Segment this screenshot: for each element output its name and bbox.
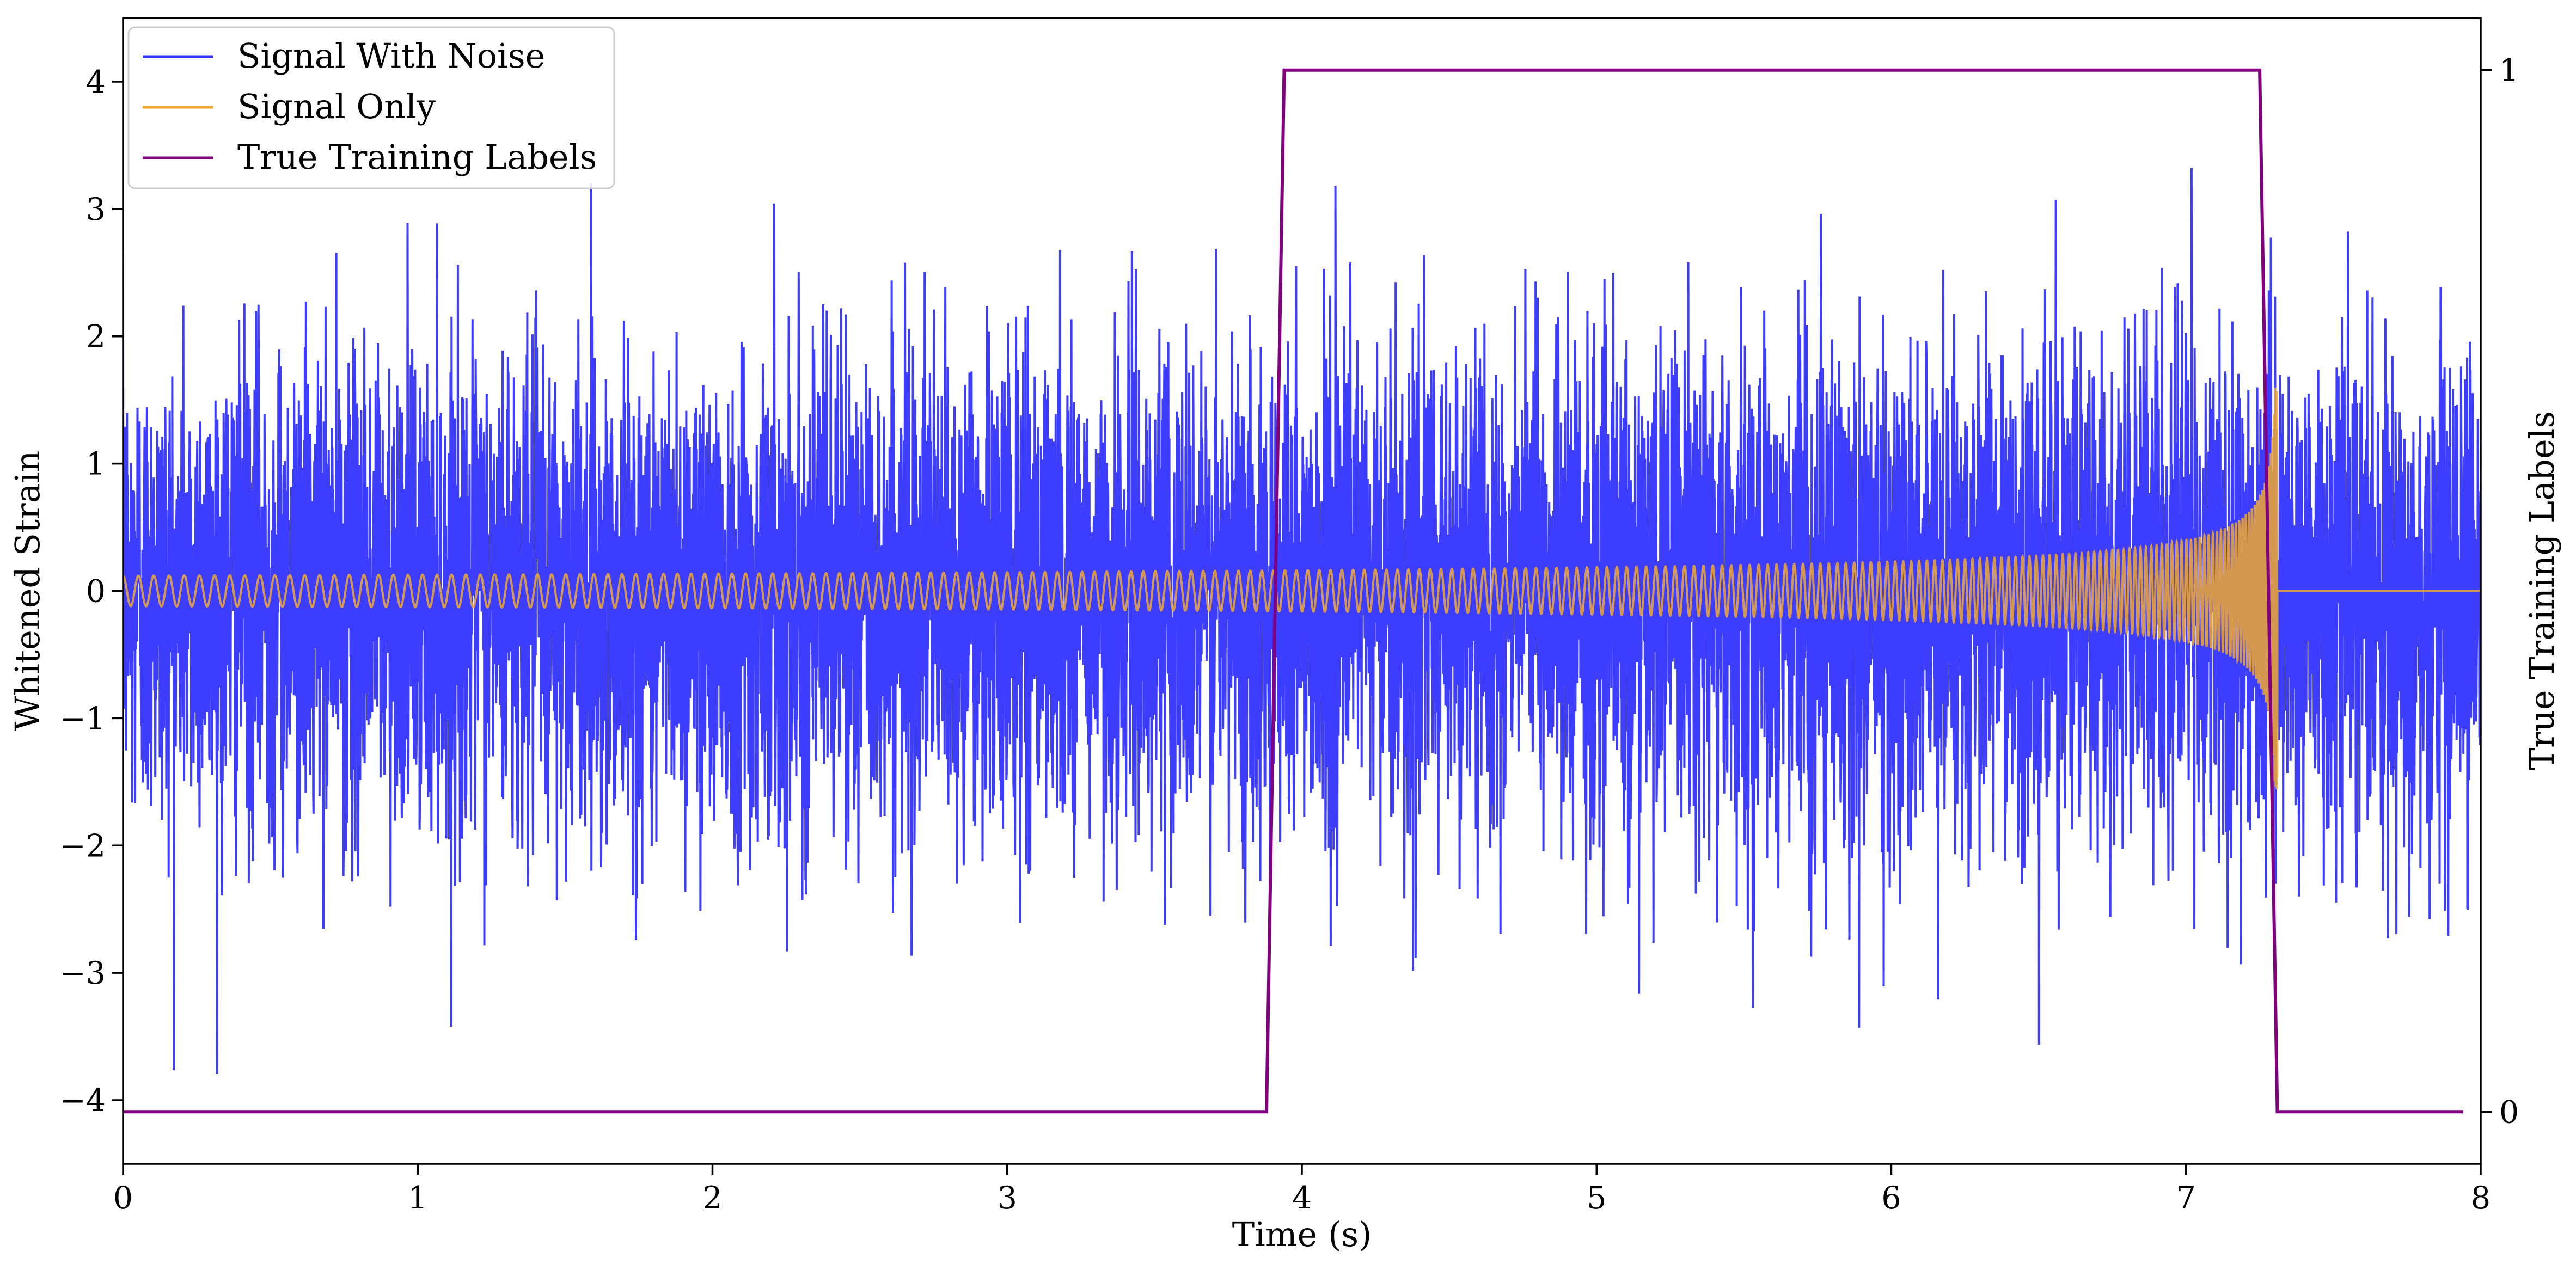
y-axis-label: Whitened Strain xyxy=(8,451,47,731)
legend-label-signal-with-noise: Signal With Noise xyxy=(237,36,545,76)
legend-label-true-training-labels: True Training Labels xyxy=(237,137,597,177)
x-tick-label-6: 6 xyxy=(1881,1180,1901,1216)
x-tick-label-7: 7 xyxy=(2176,1180,2196,1216)
legend: Signal With Noise Signal Only True Train… xyxy=(127,26,615,189)
y2-tick-label-1: 1 xyxy=(2499,53,2519,89)
y2-tick-label-0: 0 xyxy=(2499,1094,2519,1130)
y-tick-label-4: 0 xyxy=(86,574,106,610)
x-tick-label-8: 8 xyxy=(2471,1180,2491,1216)
y-tick-label-1: −3 xyxy=(60,955,106,991)
y-tick-label-5: 1 xyxy=(86,446,106,482)
y-tick-label-7: 3 xyxy=(86,192,106,228)
x-tick-label-0: 0 xyxy=(113,1180,133,1216)
legend-box xyxy=(127,26,615,189)
x-axis: 0 1 2 3 4 5 6 7 8 xyxy=(113,1164,2491,1216)
y-tick-label-0: −4 xyxy=(60,1083,106,1119)
x-tick-label-4: 4 xyxy=(1292,1180,1312,1216)
y-tick-label-3: −1 xyxy=(60,701,106,737)
y-axis-right: 01 xyxy=(2481,53,2519,1130)
y2-axis-label: True Training Labels xyxy=(2522,411,2562,770)
series-signal-only xyxy=(123,387,2481,789)
series-layer xyxy=(123,68,2481,1114)
y-tick-label-2: −2 xyxy=(60,828,106,864)
y-tick-label-8: 4 xyxy=(86,64,106,100)
x-tick-label-5: 5 xyxy=(1587,1180,1606,1216)
y-tick-label-6: 2 xyxy=(86,319,106,355)
x-tick-label-1: 1 xyxy=(408,1180,427,1216)
y-axis-left: −4 −3 −2 −1 0 1 2 3 4 xyxy=(60,64,123,1119)
series-true-training-labels xyxy=(123,68,2463,1114)
x-tick-label-2: 2 xyxy=(702,1180,722,1216)
x-tick-label-3: 3 xyxy=(998,1180,1017,1216)
legend-label-signal-only: Signal Only xyxy=(237,87,436,126)
x-axis-label: Time (s) xyxy=(1232,1214,1372,1254)
